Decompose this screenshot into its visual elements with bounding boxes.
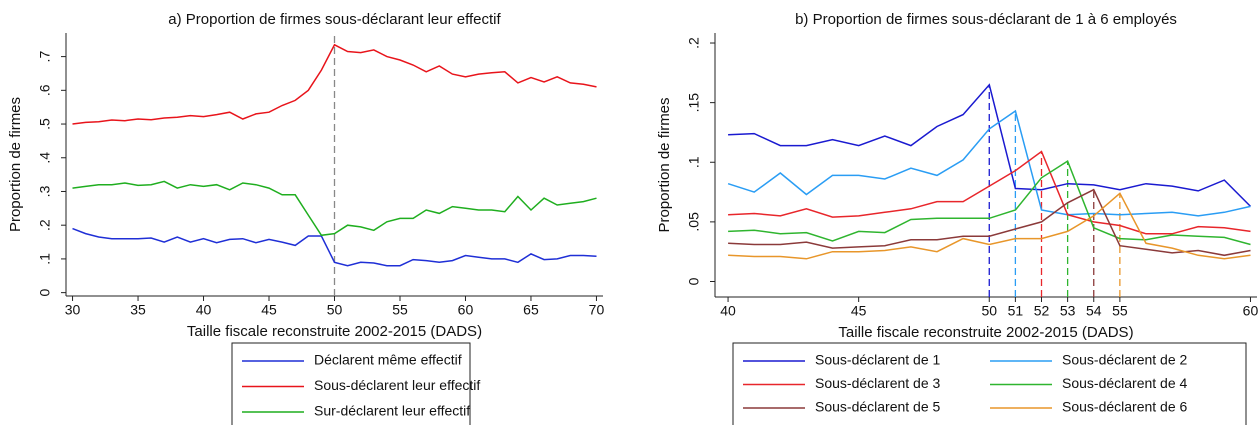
legend-label: Sous-déclarent de 3: [815, 375, 941, 391]
x-tick-label: 35: [130, 302, 146, 318]
chart-title: b) Proportion de firmes sous-déclarant d…: [795, 11, 1177, 28]
legend-label: Sous-déclarent de 6: [1062, 399, 1188, 415]
x-tick-label: 70: [589, 302, 605, 318]
x-tick-label: 50: [981, 303, 997, 319]
series-line: [728, 150, 1251, 235]
series-line: [727, 109, 1251, 217]
x-tick-label: 40: [196, 302, 212, 318]
y-axis-label: Proportion de firmes: [656, 97, 673, 232]
x-tick-label: 65: [523, 302, 539, 318]
y-tick-label: .05: [686, 212, 702, 232]
legend-label: Sous-déclarent de 4: [1062, 375, 1188, 391]
legend-label: Sur-déclarent leur effectif: [314, 403, 470, 419]
y-tick-label: .2: [686, 37, 702, 49]
y-tick-label: .6: [37, 84, 53, 96]
x-tick-label: 54: [1086, 303, 1102, 319]
y-tick-label: .4: [37, 152, 53, 164]
series-line: [72, 180, 597, 237]
legend-label: Sous-déclarent de 1: [815, 352, 941, 368]
y-tick-label: .2: [37, 219, 53, 231]
x-tick-label: 52: [1034, 303, 1050, 319]
y-tick-label: 0: [37, 289, 53, 297]
x-tick-label: 53: [1060, 303, 1076, 319]
y-tick-label: 0: [686, 277, 702, 285]
legend-box: [732, 342, 1247, 425]
x-axis-label: Taille fiscale reconstruite 2002-2015 (D…: [838, 324, 1133, 341]
legend-label: Sous-déclarent de 2: [1062, 352, 1188, 368]
y-tick-label: .7: [37, 51, 53, 63]
y-tick-label: .5: [37, 118, 53, 130]
x-tick-label: 30: [65, 302, 81, 318]
x-tick-label: 45: [261, 302, 277, 318]
series-line: [728, 188, 1251, 257]
y-axis-label: Proportion de firmes: [7, 97, 24, 232]
x-tick-label: 40: [720, 303, 736, 319]
y-tick-label: .1: [686, 156, 702, 168]
series-line: [72, 227, 597, 267]
series-line: [728, 83, 1252, 207]
x-tick-label: 50: [327, 302, 343, 318]
legend-label: Sous-déclarent de 5: [815, 399, 941, 415]
series-line: [728, 192, 1251, 260]
x-axis-label: Taille fiscale reconstruite 2002-2015 (D…: [187, 323, 482, 340]
series-line: [72, 43, 597, 125]
legend-label: Sous-déclarent leur effectif: [314, 377, 480, 393]
x-tick-label: 45: [851, 303, 867, 319]
y-tick-label: .3: [37, 185, 53, 197]
x-tick-label: 60: [1243, 303, 1259, 319]
chart-title: a) Proportion de firmes sous-déclarant l…: [168, 11, 501, 28]
y-tick-label: .15: [686, 93, 702, 113]
x-tick-label: 55: [1112, 303, 1128, 319]
x-tick-label: 51: [1008, 303, 1024, 319]
y-tick-label: .1: [37, 253, 53, 265]
x-tick-label: 55: [392, 302, 408, 318]
x-tick-label: 60: [458, 302, 474, 318]
legend-label: Déclarent même effectif: [314, 352, 462, 368]
series-line: [728, 159, 1251, 246]
